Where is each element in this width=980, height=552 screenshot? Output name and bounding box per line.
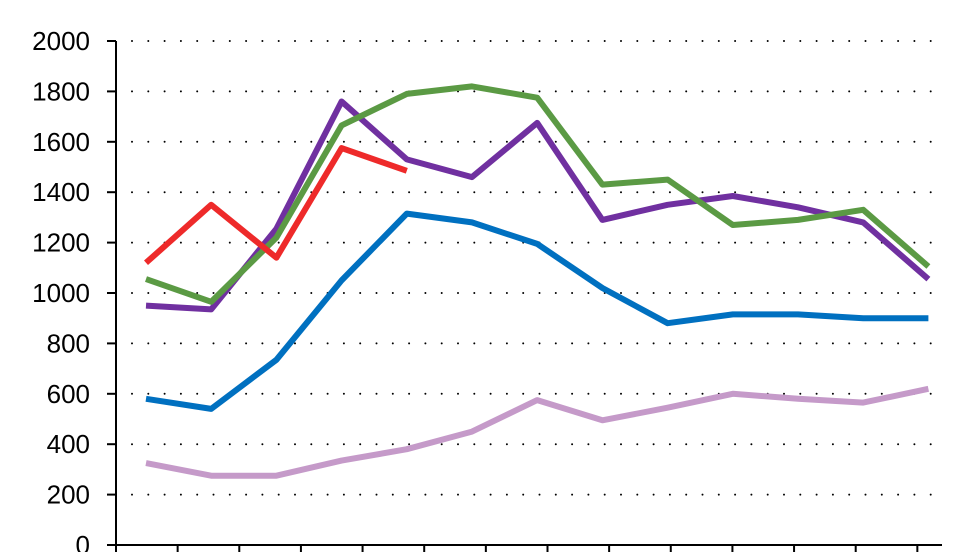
series-line-1 [145,210,929,412]
grid-lines [131,40,943,496]
y-tick-label: 1800 [32,76,90,106]
series-lines [144,83,931,479]
y-tick-label: 2000 [32,26,90,56]
series-line-5 [145,385,930,479]
series-line-4 [144,145,408,266]
y-tick-label: 1600 [32,127,90,157]
series-line-2 [145,98,931,313]
y-tick-label: 800 [47,328,90,358]
y-tick-label: 1400 [32,177,90,207]
y-tick-label: 1200 [32,228,90,258]
series-line-3 [145,83,931,305]
y-tick-label: 400 [47,429,90,459]
y-tick-label: 200 [47,480,90,510]
y-tick-labels: 0 200 400 600 800 1000 1200 1400 1600 1800 2000 [32,26,90,552]
y-tick-label: 600 [47,379,90,409]
y-tick-label: 1000 [32,278,90,308]
y-tick-label: 0 [76,530,90,552]
axes [107,40,942,552]
